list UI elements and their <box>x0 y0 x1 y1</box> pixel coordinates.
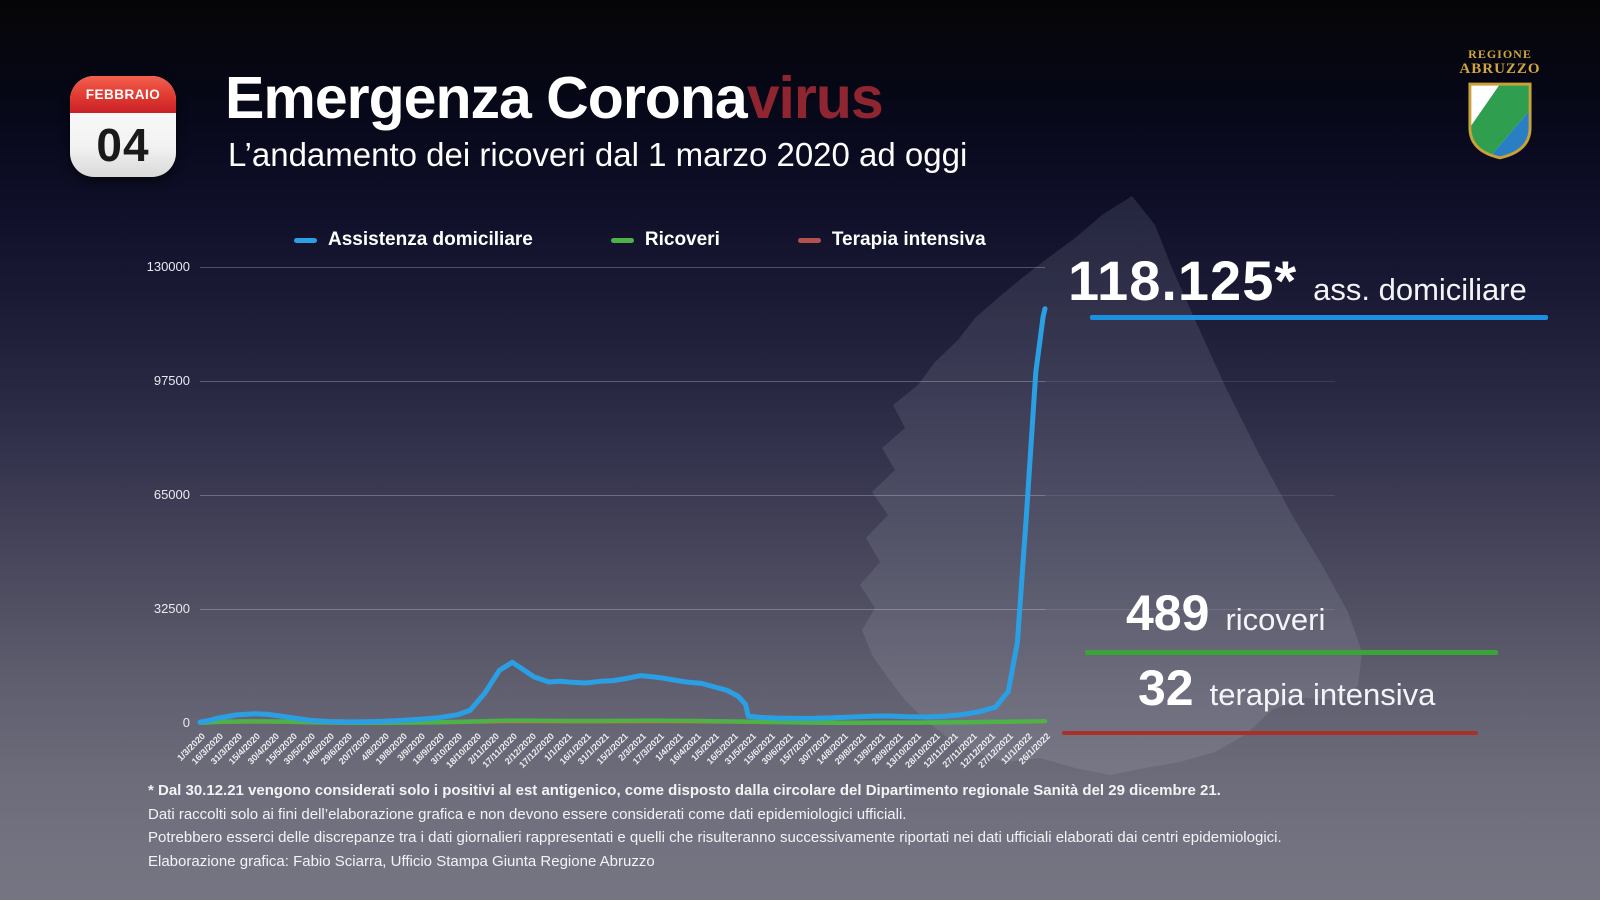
footnote-4: Elaborazione grafica: Fabio Sciarra, Uff… <box>148 852 655 870</box>
footnotes: * Dal 30.12.21 vengono considerati solo … <box>148 779 1282 873</box>
legend-swatch-red-icon <box>797 237 821 243</box>
y-axis-label: 97500 <box>153 373 190 388</box>
footnote-1: * Dal 30.12.21 vengono considerati solo … <box>148 782 1221 799</box>
legend-item-terapia-intensiva: Terapia intensiva <box>797 229 986 251</box>
logo-text-regione: REGIONE <box>1468 47 1532 61</box>
footnote-2: Dati raccolti solo ai fini dell’elaboraz… <box>148 805 907 823</box>
legend-swatch-green-icon <box>610 237 634 243</box>
legend-item-ricoveri: Ricoveri <box>610 229 720 251</box>
y-axis-label: 0 <box>182 715 190 730</box>
calendar-month-band: FEBBRAIO <box>70 76 176 113</box>
legend-label: Ricoveri <box>644 229 720 250</box>
legend-label: Assistenza domiciliare <box>328 229 533 250</box>
legend-item-assistenza-domiciliare: Assistenza domiciliare <box>294 229 533 251</box>
footnote-3: Potrebbero esserci delle discrepanze tra… <box>148 829 1282 846</box>
callout-assistenza-domiciliare: 118.125* ass. domiciliare <box>1068 248 1527 313</box>
chart-legend: Assistenza domiciliare Ricoveri Terapia … <box>294 229 986 251</box>
page-title-main: Emergenza Corona <box>225 65 748 131</box>
gridline <box>200 381 1045 382</box>
gridline-extension <box>1045 381 1335 382</box>
series-line-assistenza-domiciliare <box>197 306 1048 725</box>
chart-series-canvas <box>197 306 1048 726</box>
callout-underline-green <box>1085 650 1498 655</box>
abruzzo-shield-icon <box>1468 82 1532 160</box>
page-subtitle: L’andamento dei ricoveri dal 1 marzo 202… <box>228 136 968 173</box>
callout-label: terapia intensiva <box>1209 677 1436 712</box>
calendar-day: 04 <box>96 119 150 171</box>
legend-label: Terapia intensiva <box>831 229 986 250</box>
gridline <box>200 495 1045 496</box>
gridline-extension <box>1045 495 1335 496</box>
y-axis-label: 65000 <box>153 487 190 502</box>
callout-value: 489 <box>1126 585 1210 641</box>
y-axis-label: 32500 <box>153 601 190 616</box>
callout-label: ass. domiciliare <box>1313 272 1527 307</box>
callout-ricoveri: 489 ricoveri <box>1126 584 1325 642</box>
logo-text-abruzzo: ABRUZZO <box>1459 61 1541 77</box>
legend-swatch-blue-icon <box>294 237 317 243</box>
callout-label: ricoveri <box>1225 602 1326 637</box>
callout-underline-blue <box>1090 315 1548 320</box>
y-axis-label: 130000 <box>146 259 190 274</box>
callout-terapia-intensiva: 32 terapia intensiva <box>1138 659 1435 717</box>
regione-abruzzo-logo: REGIONE ABRUZZO <box>1430 48 1570 161</box>
callout-value: 32 <box>1138 660 1194 716</box>
calendar-icon: FEBBRAIO 04 <box>70 76 176 177</box>
callout-value: 118.125* <box>1068 249 1298 312</box>
page-title-accent: virus <box>746 65 884 131</box>
gridline-extension <box>1045 609 1335 610</box>
calendar-month: FEBBRAIO <box>85 87 161 102</box>
callout-underline-red <box>1062 731 1478 735</box>
gridline <box>200 609 1045 610</box>
gridline <box>200 267 1045 268</box>
page-title: Emergenza Coronavirus <box>225 64 884 132</box>
